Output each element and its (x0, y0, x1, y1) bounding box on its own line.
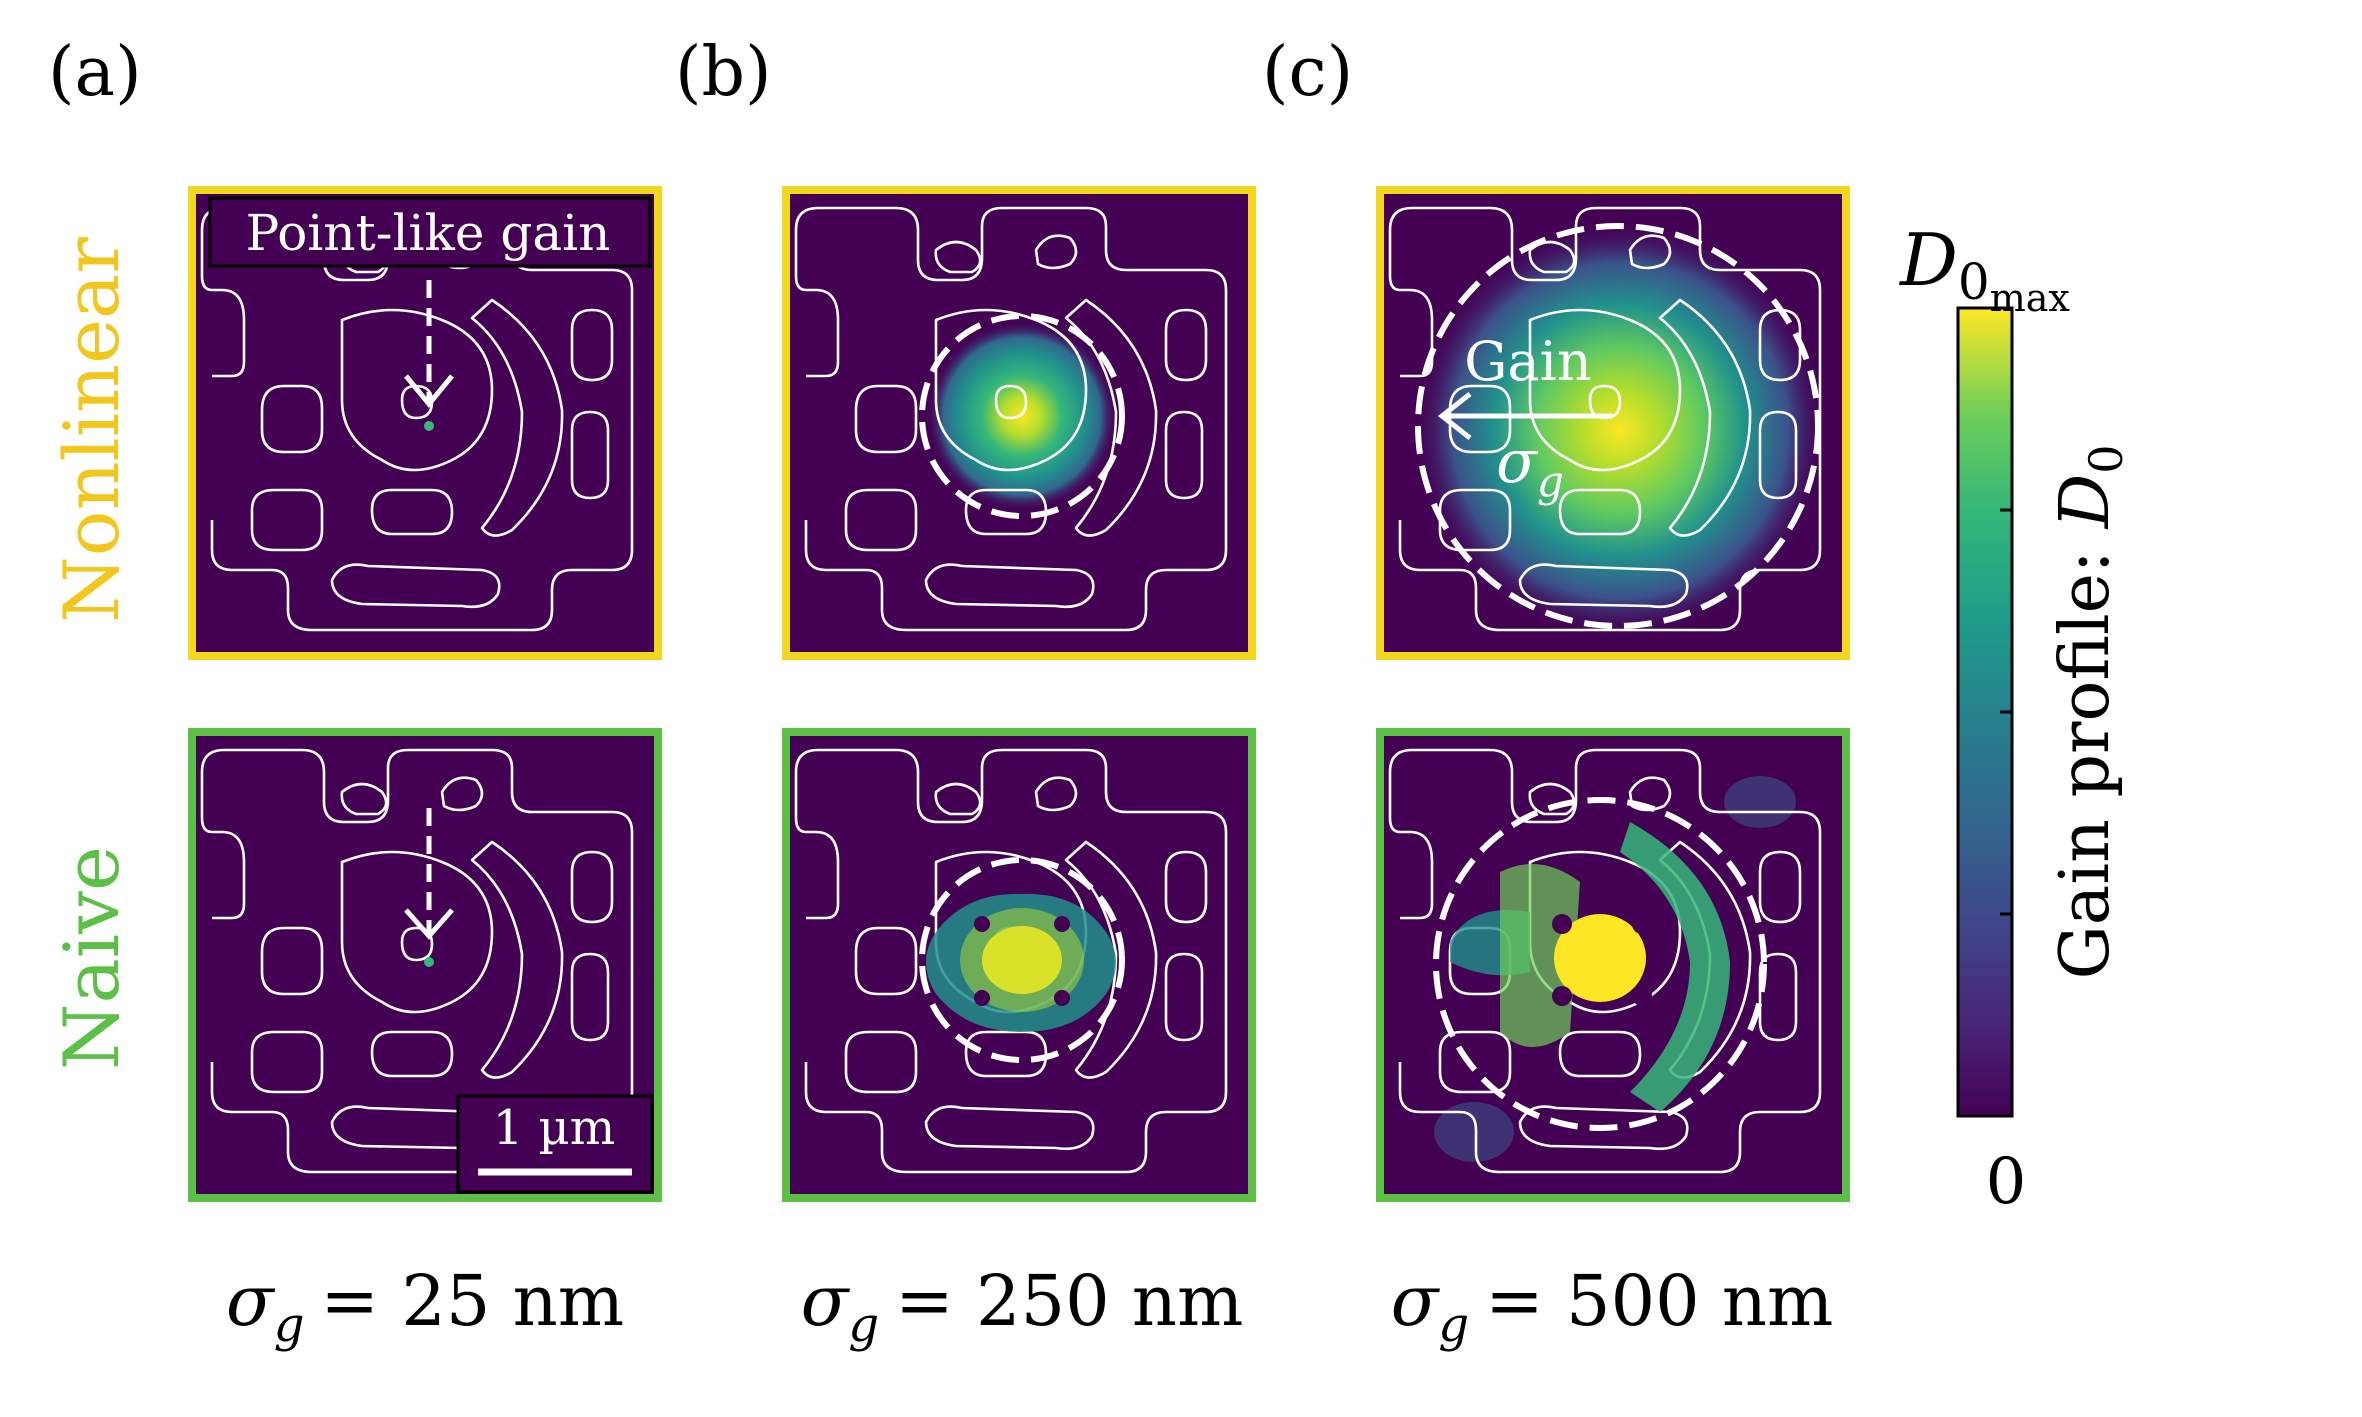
scale-bar-box (456, 1094, 654, 1194)
gain-sigma-label: σg (1496, 427, 1564, 506)
point-gain-spot (424, 957, 434, 967)
point-gain-spot (424, 421, 434, 431)
gain-arrow-label: Gain (1464, 330, 1591, 393)
scale-bar-label: 1 µm (493, 1100, 616, 1156)
panel-a-nonlinear: Point-like gain (188, 186, 662, 660)
gain-ring (919, 857, 1125, 1063)
gain-ring (1433, 797, 1767, 1131)
panel-label-c: (c) (1262, 33, 1353, 112)
row-label-nonlinear: Nonlinear (47, 237, 136, 623)
colorbar-min-label: 0 (1986, 1145, 2027, 1219)
point-like-gain-box (208, 196, 652, 268)
panel-label-a: (a) (48, 33, 142, 112)
caption-sigma-25: σg = 25 nm (226, 1260, 624, 1353)
colorbar: D0max 0 Gain profile:D0 (1898, 218, 2133, 1219)
panel-c-nonlinear: Gain σg (1376, 186, 1850, 660)
colorbar-axis-label: Gain profile:D0 (2046, 444, 2133, 979)
panel-b-naive (782, 728, 1256, 1202)
point-like-gain-label: Point-like gain (246, 204, 611, 262)
row-label-naive: Naive (47, 846, 136, 1070)
panel-c-naive (1376, 728, 1850, 1202)
gain-ring (1415, 223, 1821, 629)
panel-b-nonlinear (782, 186, 1256, 660)
caption-sigma-250: σg = 250 nm (801, 1260, 1244, 1353)
caption-sigma-500: σg = 500 nm (1391, 1260, 1834, 1353)
gain-ring (919, 313, 1125, 519)
panel-label-b: (b) (675, 33, 772, 112)
colorbar-max-label: D0max (1898, 218, 2070, 320)
panel-a-naive: 1 µm (188, 728, 662, 1202)
